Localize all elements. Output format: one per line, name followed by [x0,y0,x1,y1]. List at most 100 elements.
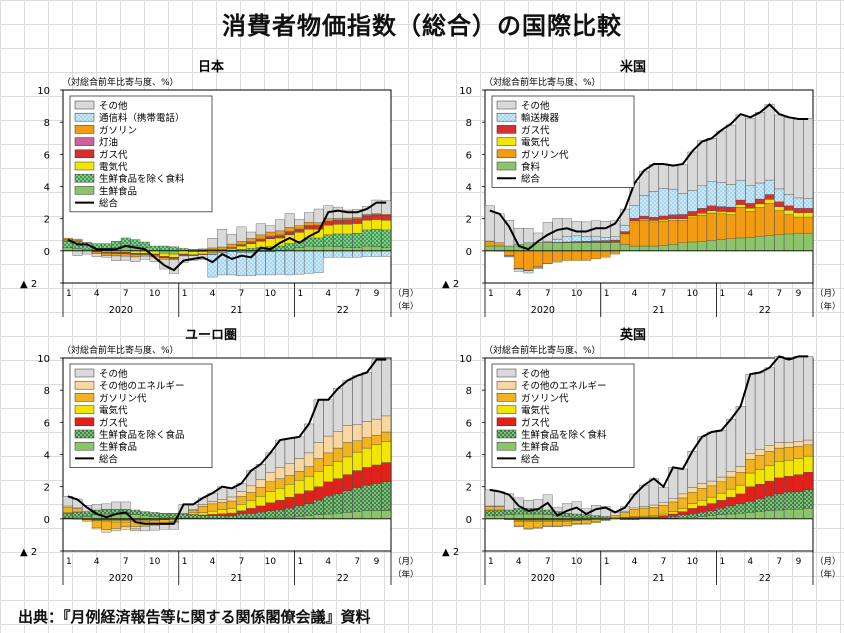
bar-ガソリン代 [504,250,515,256]
bar-ガス代 [755,198,765,205]
bar-電気代 [178,250,189,255]
bar-ガソリン代 [793,216,804,234]
bar-その他 [697,436,707,484]
y-tick-label: 4 [44,183,50,194]
bar-その他 [207,238,218,249]
bar-ガソリン [284,227,295,232]
y-tick-label: 0 [44,247,50,258]
bar-生鮮食品 [342,247,353,252]
y-tick-label: 10 [459,86,472,97]
bar-その他のエネルギー [207,501,218,505]
bar-輸送機器 [658,188,669,217]
bar-電気代 [658,513,669,516]
bar-生鮮食品を除く食料 [783,492,794,510]
bar-ガソリン代 [755,455,765,470]
bar-電気代 [774,461,785,478]
bar-ガソリン代 [735,472,746,486]
bar-生鮮食品 [304,245,314,252]
bar-ガソリン代 [706,212,717,241]
bar-生鮮食品を除く食料 [342,233,353,248]
legend-label: 生鮮食品を除く食品 [99,429,185,441]
bar-電気代 [716,211,727,215]
bar-通信料-携帯電話- [352,250,363,258]
bar-ガス代 [658,215,669,220]
bar-ガス代 [755,484,765,499]
bar-食料 [610,242,621,252]
bar-その他 [371,359,382,420]
bar-その他 [313,208,324,223]
bar-ガソリン代 [552,521,563,527]
bar-ガス代 [371,464,382,484]
legend-label: ガス代 [521,418,550,429]
bar-ガス代 [668,214,679,219]
bar-電気代 [735,204,746,208]
bar-ガソリン代 [571,520,582,524]
bar-ガス代 [774,477,785,495]
y-tick-label: ▲ 2 [20,279,37,290]
bar-ガス代 [371,214,382,220]
bar-生鮮食品を除く食料 [745,500,756,513]
bar-通信料-携帯電話- [304,250,314,274]
bar-生鮮食品 [504,514,515,520]
bar-ガス代 [352,219,363,224]
bar-電気代 [783,210,794,215]
bar-その他 [226,488,237,498]
bar-輸送機器 [523,270,534,274]
bar-生鮮食品を除く食品 [72,512,83,518]
legend-label: 輸送機器 [521,112,560,124]
legend-swatch [74,393,95,402]
total-line [67,358,387,525]
bar-ガソリン [294,225,305,230]
bar-生鮮食品を除く食料 [484,510,495,516]
x-month-tick: 10 [265,557,277,567]
bar-その他のエネルギー [793,441,804,447]
bar-生鮮食品を除く食料 [716,508,727,515]
bar-電気代 [333,461,343,479]
bar-ガス代 [668,513,679,517]
bar-その他 [706,138,717,182]
bar-その他のエネルギー [371,418,382,436]
x-year-label: 2020 [109,573,133,584]
legend-swatch [496,161,517,171]
bar-電気代 [716,492,727,501]
bar-その他のエネルギー [381,415,392,433]
bar-その他のエネルギー [658,502,669,506]
bar-食料 [697,241,707,252]
bar-通信料-携帯電話- [284,250,295,276]
legend-label: 総合 [99,198,119,210]
bar-ガソリン代 [629,221,640,247]
bar-ガス代 [745,486,756,502]
bar-その他のエネルギー [111,528,121,532]
bar-ガソリン代 [735,207,746,239]
x-month-tick: 9 [374,289,380,299]
bar-ガソリン代 [610,250,621,255]
bar-ガス代 [677,511,688,515]
bar-ガソリン [352,217,363,220]
x-month-tick: 1 [182,289,188,299]
bar-ガス代 [207,514,218,516]
bar-ガソリン代 [581,250,592,261]
x-unit-year: （年） [393,301,419,312]
bar-輸送機器 [716,182,727,207]
bar-その他 [755,112,765,184]
bar-その他 [246,231,257,239]
x-year-label: 21 [231,573,243,584]
bar-その他のエネルギー [101,529,112,533]
bar-ガス代 [783,205,794,211]
bar-生鮮食品を除く食料 [803,489,814,509]
bar-電気代 [697,500,707,507]
bar-ガソリン代 [159,519,170,524]
bar-ガソリン代 [284,475,295,485]
bar-その他のエネルギー [648,504,659,508]
bar-ガス代 [361,215,372,221]
bar-ガソリン代 [265,481,276,492]
bar-ガソリン代 [764,203,775,236]
bar-通信料-携帯電話- [275,250,285,275]
bar-生鮮食品を除く食品 [265,510,276,518]
bar-ガソリン代 [381,431,392,442]
bar-その他 [484,205,495,242]
bar-その他のエネルギー [571,523,582,525]
bar-輸送機器 [562,236,572,243]
bar-その他 [381,359,392,417]
bar-ガソリン代 [552,250,563,263]
